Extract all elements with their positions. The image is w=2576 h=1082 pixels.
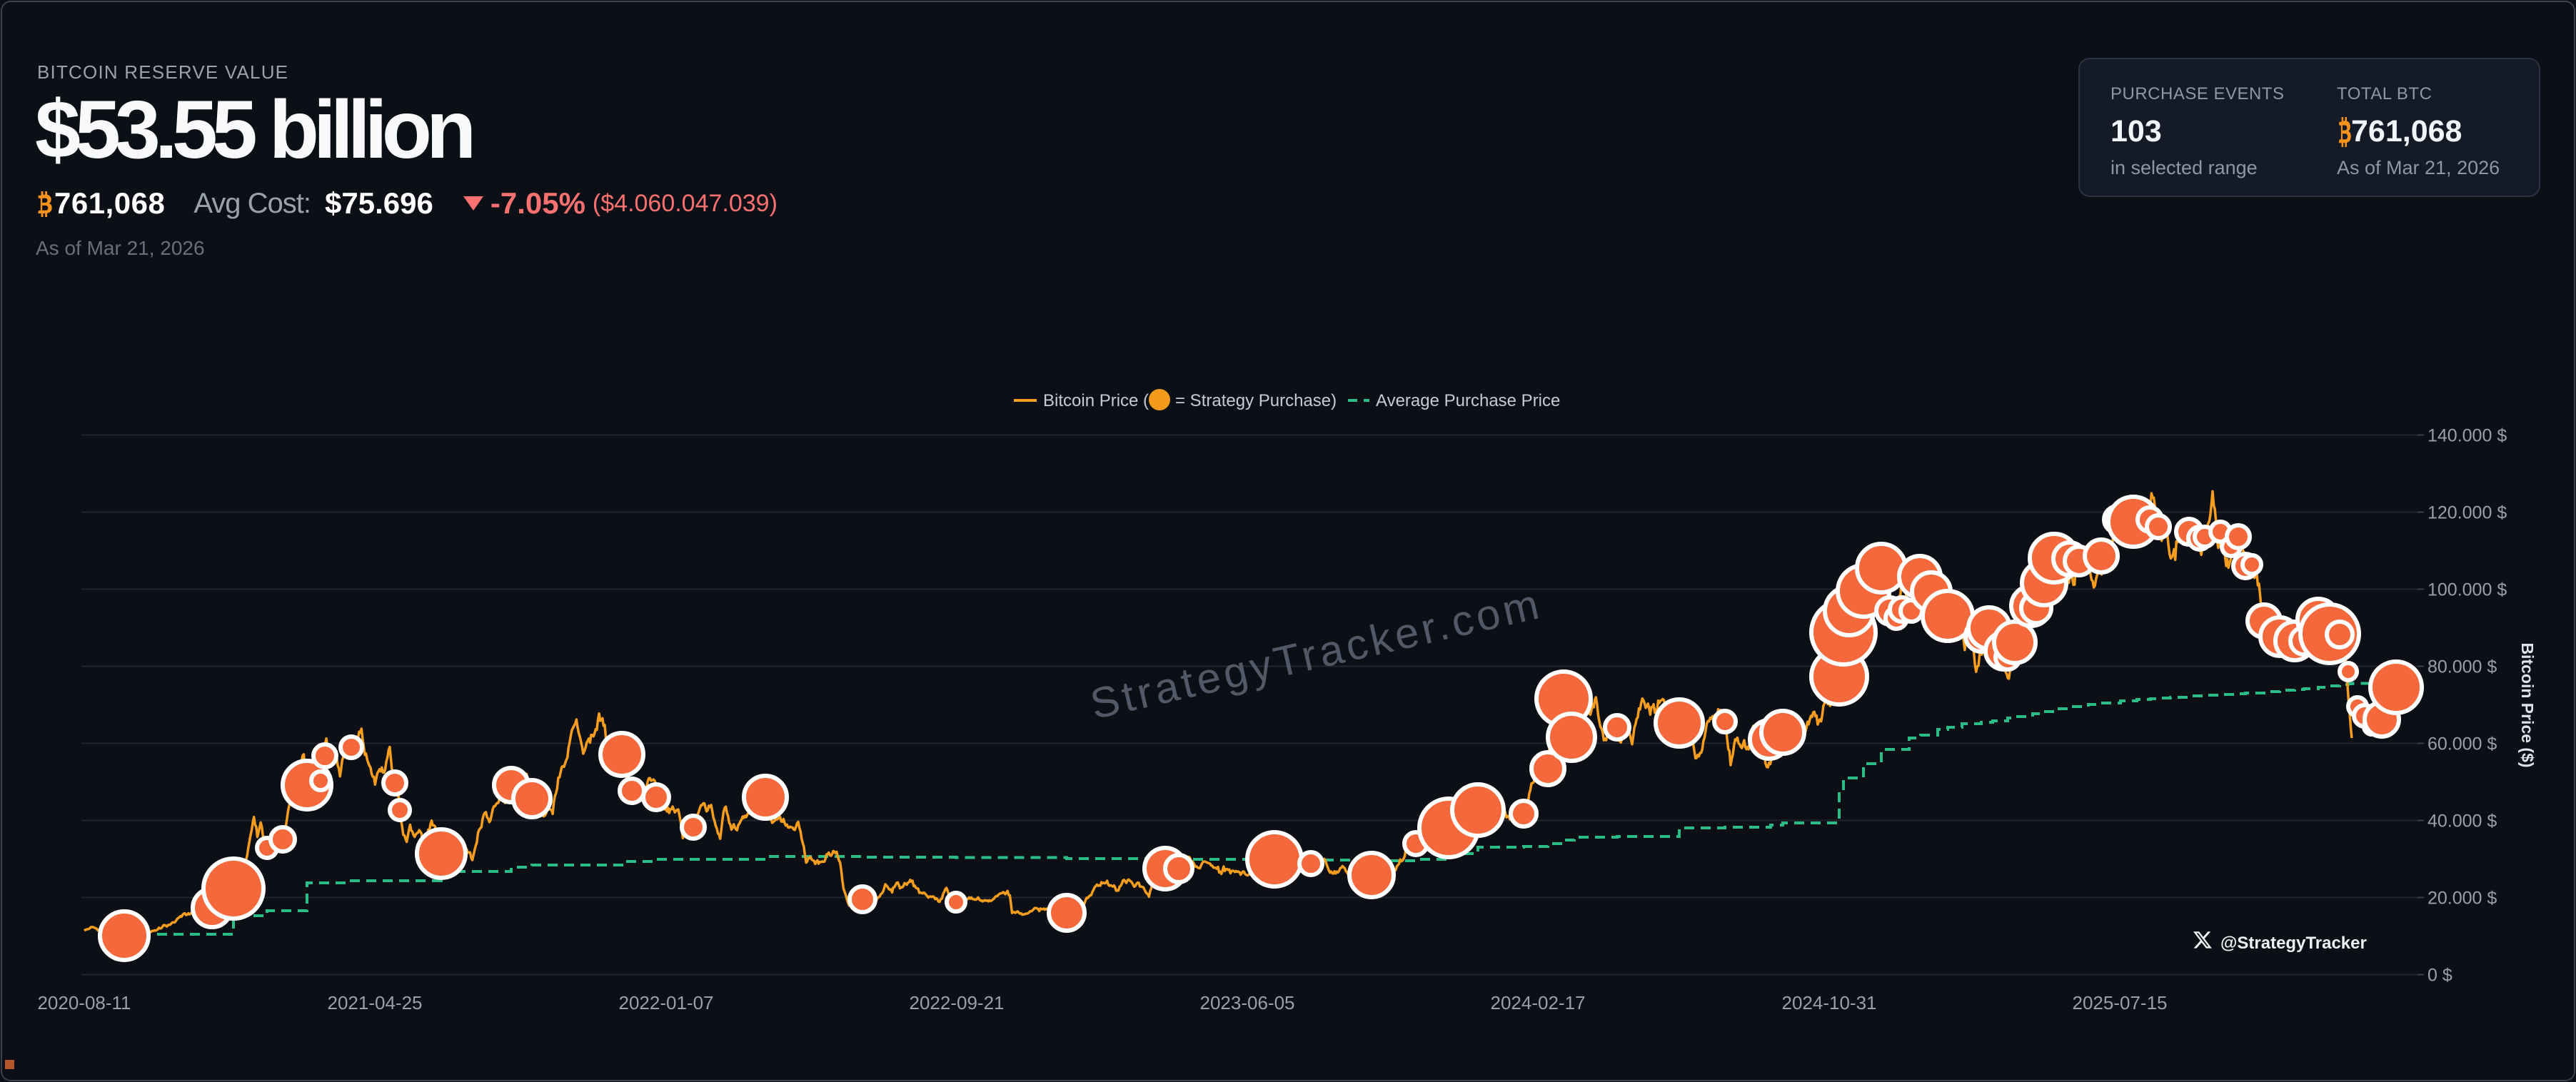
svg-text:2025-07-15: 2025-07-15 [2073,992,2168,1013]
svg-text:2022-01-07: 2022-01-07 [619,992,714,1013]
svg-text:Bitcoin Price ($): Bitcoin Price ($) [2518,642,2537,767]
svg-text:80.000 $: 80.000 $ [2427,657,2497,677]
svg-text:2020-08-11: 2020-08-11 [37,992,131,1013]
svg-text:100.000 $: 100.000 $ [2427,580,2507,600]
svg-text:140.000 $: 140.000 $ [2427,426,2507,446]
svg-text:0 $: 0 $ [2427,966,2452,986]
svg-text:2021-04-25: 2021-04-25 [328,992,423,1013]
svg-text:40.000 $: 40.000 $ [2427,812,2497,831]
svg-text:= Strategy Purchase): = Strategy Purchase) [1175,391,1337,410]
svg-text:@StrategyTracker: @StrategyTracker [2220,934,2367,953]
svg-text:2024-10-31: 2024-10-31 [1782,992,1877,1013]
svg-text:2022-09-21: 2022-09-21 [910,992,1005,1013]
svg-text:StrategyTracker.com: StrategyTracker.com [1086,580,1546,729]
svg-text:2024-02-17: 2024-02-17 [1491,992,1586,1013]
svg-text:2023-06-05: 2023-06-05 [1200,992,1295,1013]
svg-text:20.000 $: 20.000 $ [2427,889,2497,909]
svg-text:Average Purchase Price: Average Purchase Price [1376,391,1560,410]
svg-text:60.000 $: 60.000 $ [2427,734,2497,754]
svg-text:Bitcoin Price (: Bitcoin Price ( [1043,391,1149,410]
svg-text:120.000 $: 120.000 $ [2427,503,2507,523]
